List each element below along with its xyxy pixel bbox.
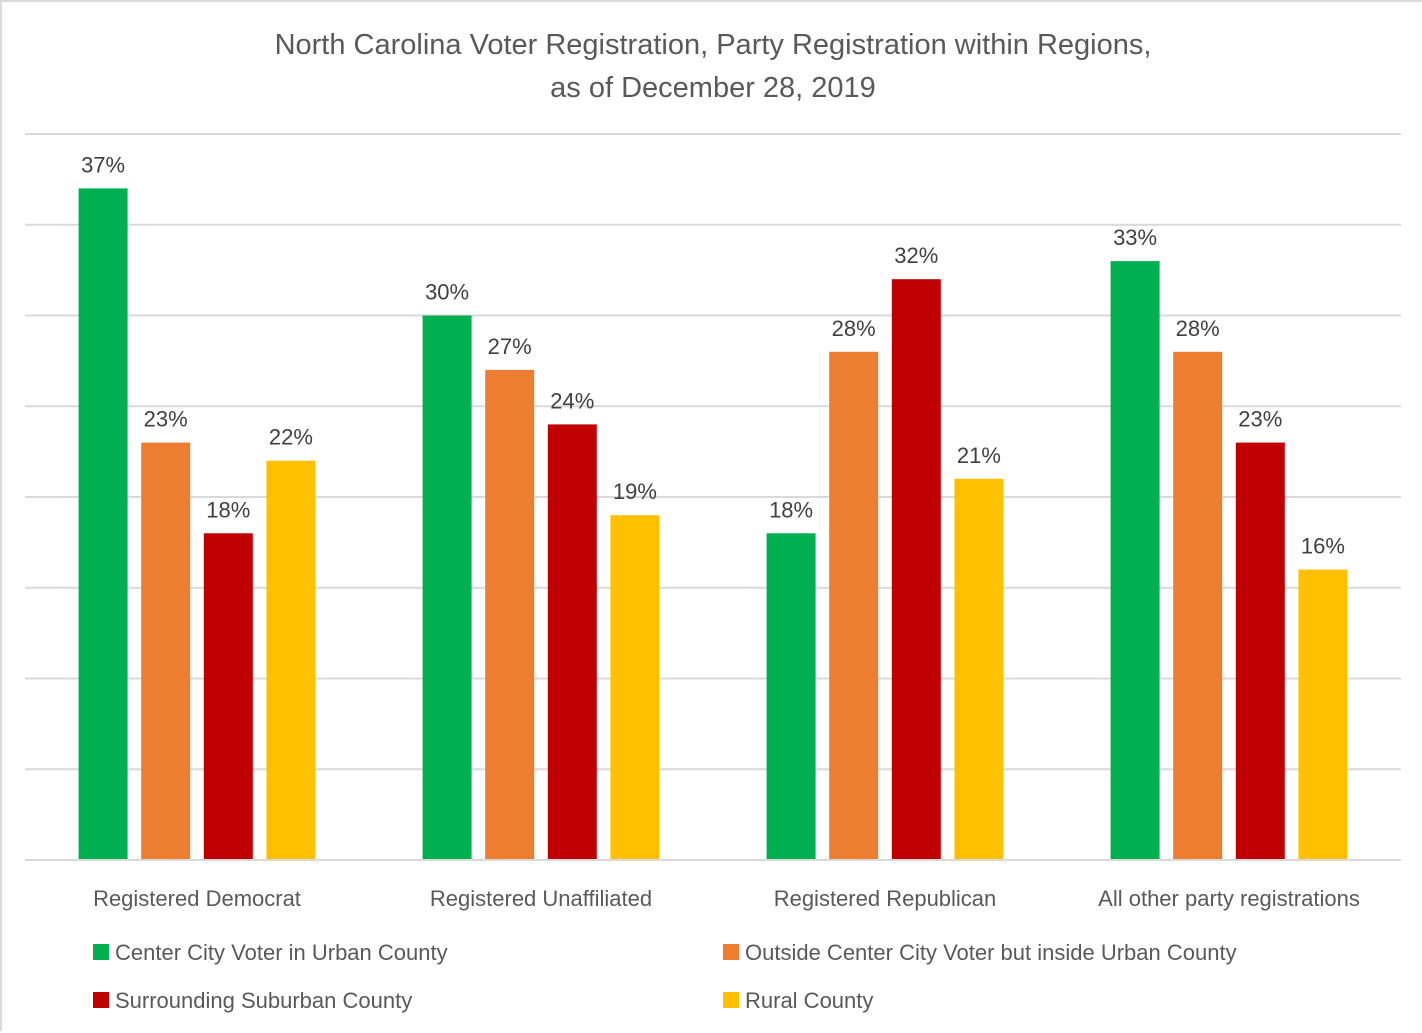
bar[interactable] (829, 351, 879, 860)
data-label: 33% (1113, 225, 1157, 250)
data-label: 22% (269, 425, 313, 450)
data-label: 37% (81, 152, 125, 177)
category-label: Registered Republican (774, 886, 997, 911)
category-labels: Registered Democrat Registered Unaffilia… (93, 886, 1360, 911)
bar[interactable] (1173, 351, 1223, 860)
bar[interactable] (891, 279, 941, 860)
data-label: 18% (206, 497, 250, 522)
bar[interactable] (766, 533, 816, 860)
category-label: Registered Democrat (93, 886, 301, 911)
legend-swatch (93, 992, 109, 1008)
bar[interactable] (78, 188, 128, 860)
bar[interactable] (1235, 442, 1285, 860)
category-label: Registered Unaffiliated (430, 886, 652, 911)
bar[interactable] (954, 478, 1004, 860)
legend-item[interactable]: Rural County (723, 988, 873, 1013)
bar[interactable] (485, 369, 535, 860)
data-label: 32% (894, 243, 938, 268)
bar[interactable] (141, 442, 191, 860)
data-label: 21% (957, 443, 1001, 468)
legend-label: Center City Voter in Urban County (115, 940, 448, 965)
data-label: 23% (1238, 407, 1282, 432)
legend-item[interactable]: Outside Center City Voter but inside Urb… (723, 940, 1237, 965)
data-labels: 37% 23% 18% 22% 30% 27% 24% 19% 18% 28% 32% 21% 33% 2… (81, 152, 1345, 558)
data-label: 24% (550, 388, 594, 413)
data-label: 19% (613, 479, 657, 504)
bar[interactable] (1110, 261, 1160, 861)
legend-swatch (93, 944, 109, 960)
data-label: 16% (1301, 534, 1345, 559)
bar[interactable] (1298, 569, 1348, 860)
legend-label: Outside Center City Voter but inside Urb… (745, 940, 1237, 965)
bar[interactable] (203, 533, 253, 860)
chart-title: North Carolina Voter Registration, Party… (275, 29, 1152, 104)
data-label: 28% (1176, 316, 1220, 341)
chart-title-line-2: as of December 28, 2019 (550, 72, 876, 104)
legend-item[interactable]: Surrounding Suburban County (93, 988, 412, 1013)
data-label: 30% (425, 280, 469, 305)
chart-title-line-1: North Carolina Voter Registration, Party… (275, 29, 1152, 61)
bar[interactable] (422, 315, 472, 861)
legend-label: Surrounding Suburban County (115, 988, 412, 1013)
bar[interactable] (547, 424, 597, 860)
data-label: 27% (488, 334, 532, 359)
legend: Center City Voter in Urban County Outsid… (93, 940, 1237, 1013)
bar[interactable] (266, 460, 316, 860)
gridlines (25, 133, 1401, 771)
data-label: 18% (769, 497, 813, 522)
bar[interactable] (610, 515, 660, 860)
legend-swatch (723, 944, 739, 960)
bars (78, 188, 1348, 861)
legend-label: Rural County (745, 988, 873, 1013)
legend-swatch (723, 992, 739, 1008)
category-label: All other party registrations (1098, 886, 1360, 911)
data-label: 28% (832, 316, 876, 341)
data-label: 23% (144, 407, 188, 432)
legend-item[interactable]: Center City Voter in Urban County (93, 940, 448, 965)
